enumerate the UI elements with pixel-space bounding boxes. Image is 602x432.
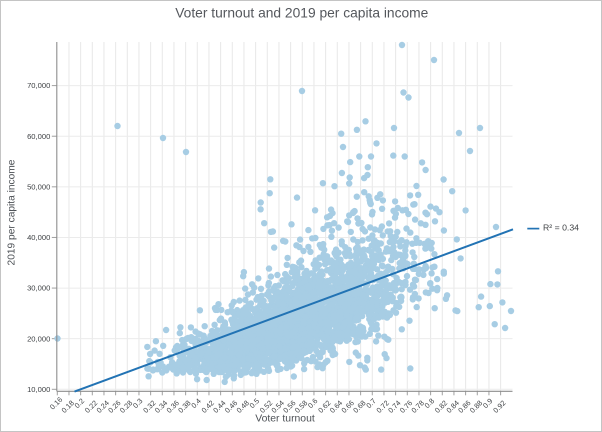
svg-text:70,000: 70,000	[27, 81, 50, 90]
svg-text:10,000: 10,000	[27, 385, 50, 394]
svg-text:Voter turnout and 2019 per cap: Voter turnout and 2019 per capita income	[175, 6, 428, 21]
svg-text:20,000: 20,000	[27, 334, 50, 343]
svg-text:40,000: 40,000	[27, 233, 50, 242]
svg-text:60,000: 60,000	[27, 132, 50, 141]
svg-text:2019 per capita income: 2019 per capita income	[7, 159, 18, 265]
svg-text:50,000: 50,000	[27, 182, 50, 191]
svg-text:Voter turnout: Voter turnout	[255, 414, 315, 425]
svg-text:R² = 0.34: R² = 0.34	[543, 222, 579, 232]
svg-text:30,000: 30,000	[27, 284, 50, 293]
